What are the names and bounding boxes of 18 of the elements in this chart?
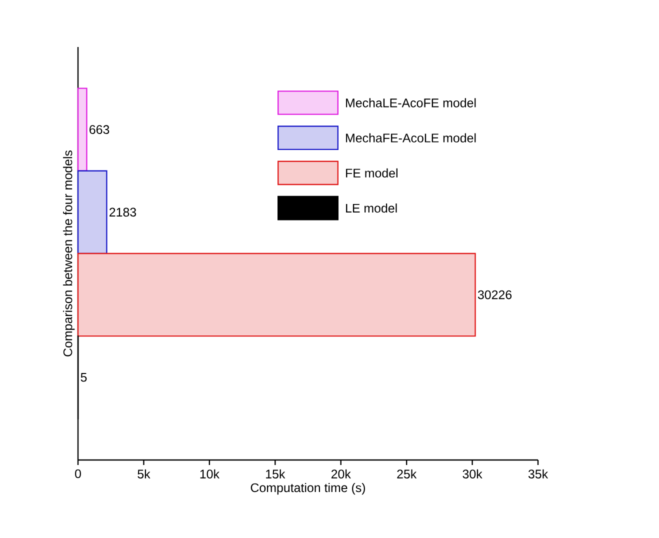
x-tick-label: 0 [75,469,81,478]
legend-label: FE model [346,168,398,178]
y-axis-title: Comparison between the four models [63,150,75,356]
legend-label: MechaLE-AcoFE model [346,98,476,108]
legend-label: LE model [346,203,397,213]
x-tick-label: 5k [138,469,150,478]
data-label: 663 [90,125,110,134]
x-tick-label: 30k [462,469,482,478]
x-tick-label: 10k [200,469,220,478]
x-tick-label: 20k [331,469,351,478]
data-label: 5 [80,373,87,382]
x-axis-title: Computation time (s) [250,482,365,495]
data-label: 2183 [110,208,136,217]
x-tick-label: 15k [266,469,286,478]
x-tick-label: 35k [528,469,548,478]
legend-label: MechaFE-AcoLE model [346,133,476,142]
data-label: 30226 [478,290,512,300]
x-tick-label: 25k [397,469,417,478]
